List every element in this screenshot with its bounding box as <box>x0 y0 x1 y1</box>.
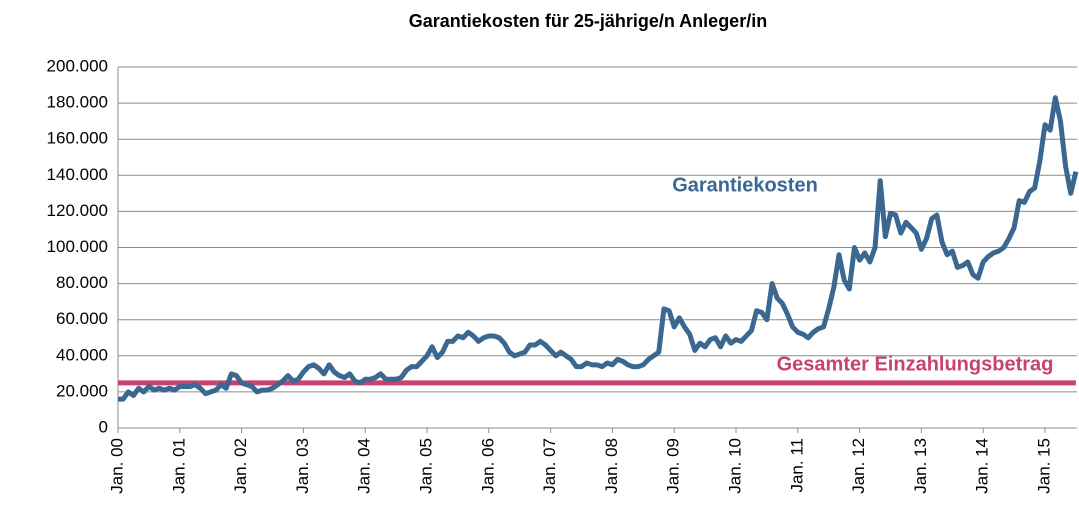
x-tick-label: Jan. 10 <box>725 438 744 494</box>
x-tick-label: Jan. 04 <box>355 438 374 494</box>
x-tick-label: Jan. 11 <box>787 438 806 493</box>
x-tick-label: Jan. 00 <box>107 438 126 494</box>
x-tick-label: Jan. 05 <box>416 438 435 494</box>
y-tick-label: 160.000 <box>47 129 108 148</box>
x-tick-label: Jan. 01 <box>169 438 188 494</box>
x-tick-label: Jan. 06 <box>478 438 497 494</box>
x-tick-label: Jan. 07 <box>540 438 559 494</box>
y-tick-label: 200.000 <box>47 56 108 75</box>
y-tick-label: 20.000 <box>56 381 108 400</box>
x-tick-label: Jan. 14 <box>973 438 992 494</box>
y-tick-label: 180.000 <box>47 93 108 112</box>
y-tick-label: 140.000 <box>47 165 108 184</box>
x-tick-label: Jan. 03 <box>293 438 312 494</box>
y-tick-label: 0 <box>99 417 108 436</box>
series-label: Garantiekosten <box>672 174 818 196</box>
series-line <box>118 95 1079 402</box>
y-tick-label: 100.000 <box>47 237 108 256</box>
series-label: Gesamter Einzahlungsbetrag <box>777 353 1054 375</box>
y-tick-label: 120.000 <box>47 201 108 220</box>
x-tick-label: Jan. 02 <box>231 438 250 494</box>
x-tick-label: Jan. 13 <box>911 438 930 494</box>
x-tick-label: Jan. 12 <box>849 438 868 494</box>
y-tick-label: 60.000 <box>56 309 108 328</box>
x-tick-label: Jan. 09 <box>664 438 683 494</box>
x-tick-label: Jan. 08 <box>602 438 621 494</box>
chart-title: Garantiekosten für 25-jährige/n Anleger/… <box>409 11 767 31</box>
y-tick-label: 80.000 <box>56 273 108 292</box>
x-tick-label: Jan. 15 <box>1034 438 1053 494</box>
y-tick-label: 40.000 <box>56 345 108 364</box>
